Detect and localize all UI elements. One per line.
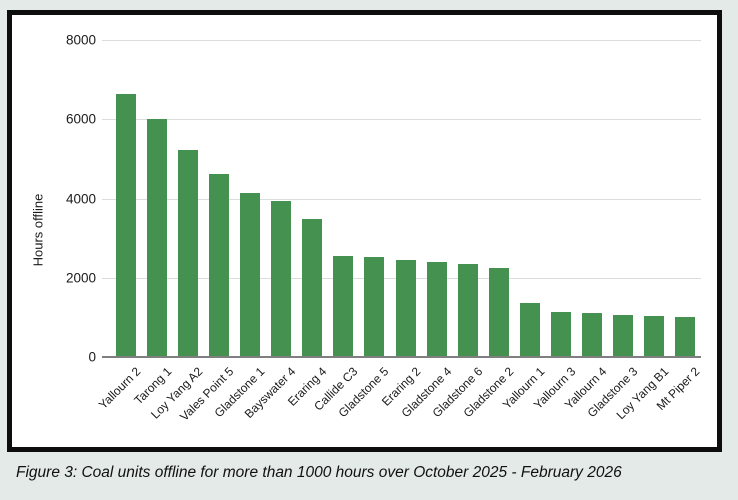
bar-loy-yang-a2 [177, 150, 198, 357]
bar-vales-point-5 [208, 174, 229, 357]
y-tick-label: 2000 [65, 270, 96, 286]
bar-gladstone-2 [488, 268, 509, 357]
bar-tarong-1 [146, 119, 167, 357]
bar-callide-c3 [333, 256, 354, 357]
y-tick-label: 4000 [65, 191, 96, 206]
x-axis-line [102, 356, 701, 358]
bar-gladstone-5 [364, 256, 385, 357]
bar-bayswater-4 [271, 201, 292, 357]
gridline [102, 119, 701, 121]
gridline [102, 198, 701, 200]
bar-mt-piper-2 [675, 316, 696, 357]
bar-gladstone-1 [239, 193, 260, 357]
bar-yallourn-4 [582, 313, 603, 357]
y-tick-label: 6000 [65, 111, 96, 127]
gridline [102, 40, 701, 41]
x-tick-label: Yallourn 2 [95, 364, 143, 412]
bar-gladstone-6 [457, 263, 478, 357]
bar-loy-yang-b1 [644, 315, 665, 357]
bar-yallourn-1 [519, 302, 540, 357]
figure-caption: Figure 3: Coal units offline for more th… [16, 464, 622, 481]
bar-gladstone-3 [613, 315, 634, 357]
bar-eraring-4 [302, 218, 323, 357]
y-axis-title: Hours offline [30, 193, 46, 267]
y-tick-label: 8000 [65, 32, 96, 48]
chart-frame: Hours offline 0 2000 4000 6000 8000 Yallourn … [7, 10, 722, 452]
bar-eraring-2 [395, 259, 416, 357]
bar-yallourn-3 [551, 312, 572, 357]
y-tick-label: 0 [88, 349, 96, 365]
plot-area: 0 2000 4000 6000 8000 Yallourn 2 Tarong 1 Loy Y… [66, 33, 703, 424]
bar-yallourn-2 [115, 93, 136, 357]
bar-gladstone-4 [426, 262, 447, 357]
